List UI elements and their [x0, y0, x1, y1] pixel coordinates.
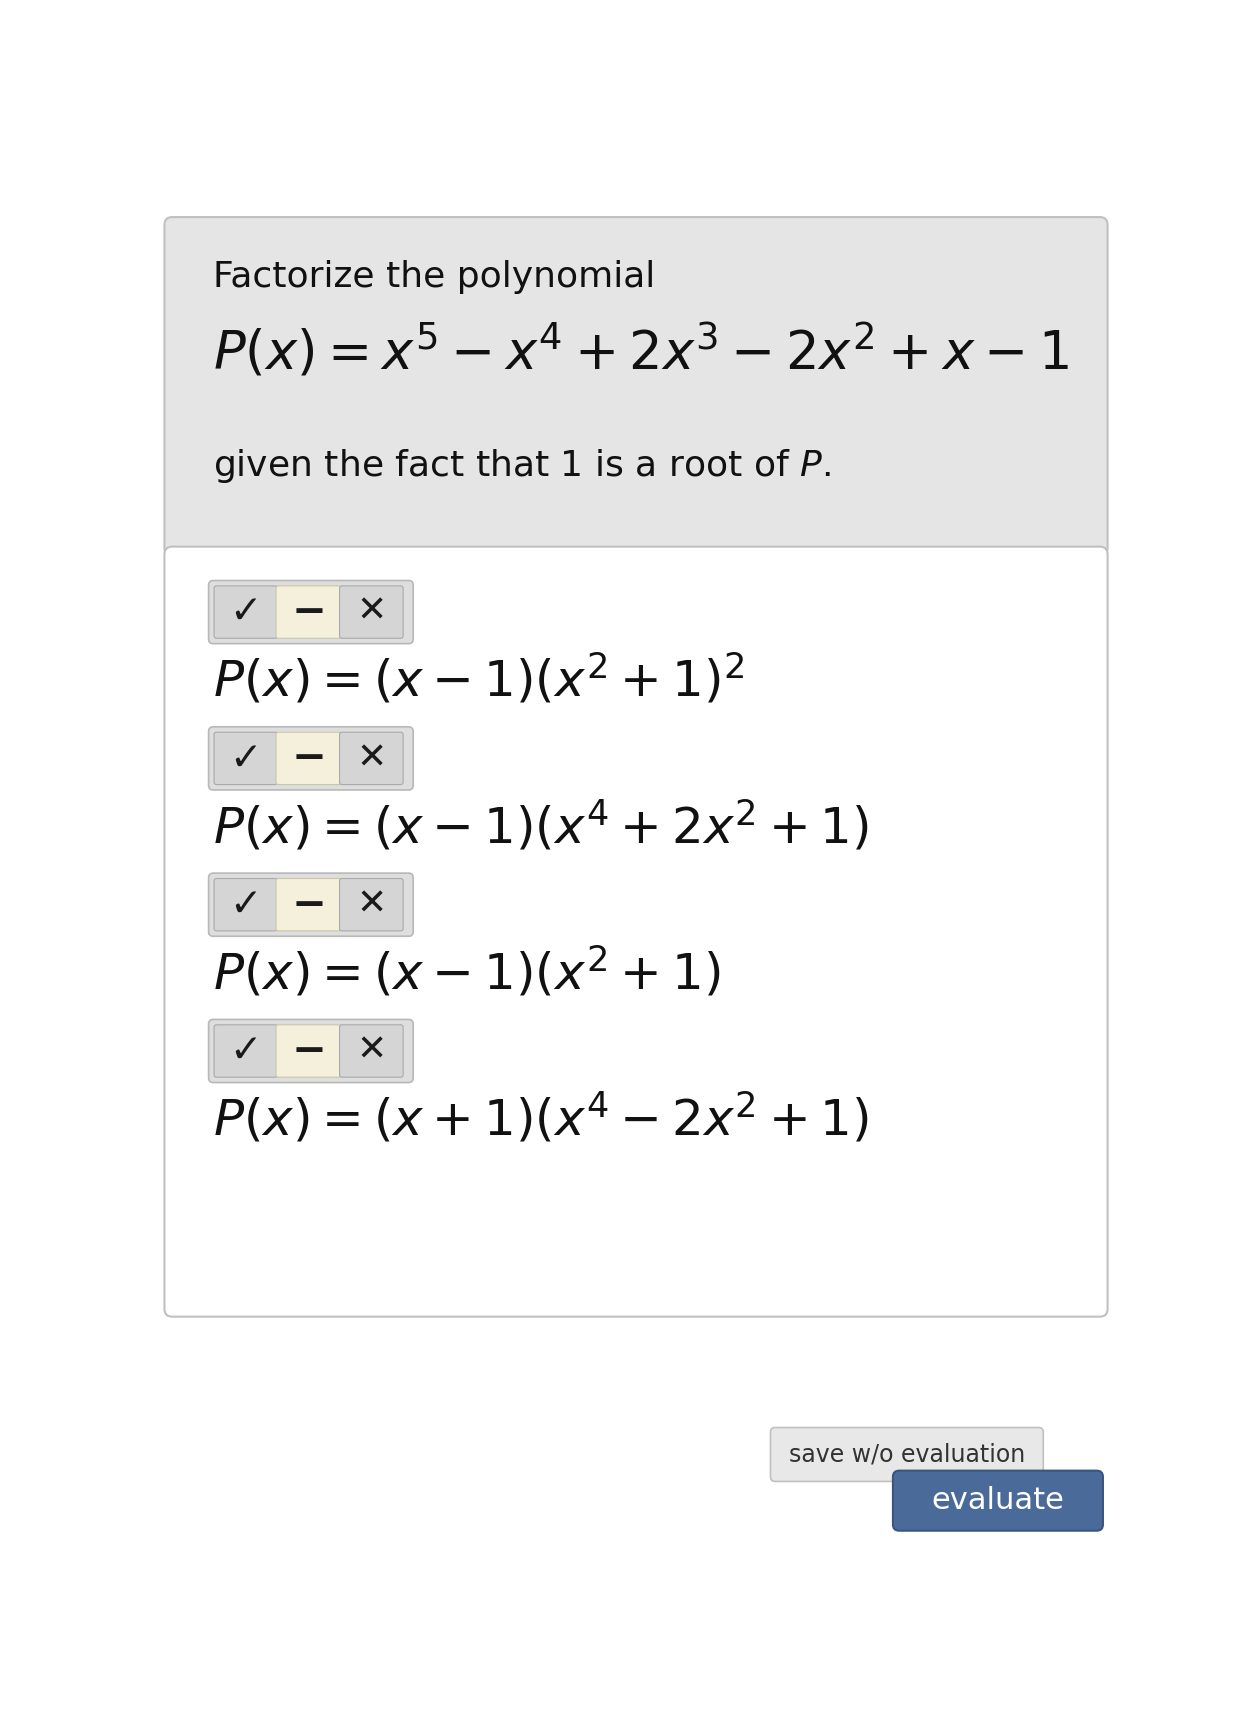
FancyBboxPatch shape — [340, 878, 403, 930]
FancyBboxPatch shape — [213, 585, 278, 639]
FancyBboxPatch shape — [771, 1427, 1044, 1481]
Text: ✓: ✓ — [230, 1032, 262, 1070]
FancyBboxPatch shape — [340, 585, 403, 639]
FancyBboxPatch shape — [213, 733, 278, 785]
Text: ✕: ✕ — [356, 889, 386, 921]
Text: ✕: ✕ — [356, 596, 386, 629]
FancyBboxPatch shape — [208, 873, 413, 937]
Text: −: − — [292, 1031, 326, 1072]
Text: ✓: ✓ — [230, 592, 262, 630]
Text: ✕: ✕ — [356, 1034, 386, 1069]
FancyBboxPatch shape — [208, 727, 413, 790]
Text: $P(x) = (x + 1)(x^4 - 2x^2 + 1)$: $P(x) = (x + 1)(x^4 - 2x^2 + 1)$ — [213, 1091, 869, 1147]
FancyBboxPatch shape — [213, 1025, 278, 1077]
FancyBboxPatch shape — [276, 733, 341, 785]
FancyBboxPatch shape — [276, 585, 341, 639]
FancyBboxPatch shape — [208, 580, 413, 644]
FancyBboxPatch shape — [894, 1470, 1103, 1531]
Text: $P(x) = (x - 1)(x^2 + 1)$: $P(x) = (x - 1)(x^2 + 1)$ — [213, 946, 721, 1001]
FancyBboxPatch shape — [340, 1025, 403, 1077]
Text: save w/o evaluation: save w/o evaluation — [789, 1443, 1025, 1467]
Text: ✕: ✕ — [356, 741, 386, 776]
FancyBboxPatch shape — [213, 878, 278, 930]
FancyBboxPatch shape — [276, 1025, 341, 1077]
Text: −: − — [292, 738, 326, 779]
FancyBboxPatch shape — [340, 733, 403, 785]
Text: −: − — [292, 883, 326, 925]
FancyBboxPatch shape — [164, 216, 1108, 556]
Text: given the fact that 1 is a root of $P$.: given the fact that 1 is a root of $P$. — [213, 447, 831, 485]
Text: $P(x) = (x - 1)(x^4 + 2x^2 + 1)$: $P(x) = (x - 1)(x^4 + 2x^2 + 1)$ — [213, 798, 869, 854]
FancyBboxPatch shape — [208, 1020, 413, 1082]
Text: Factorize the polynomial: Factorize the polynomial — [213, 260, 655, 294]
FancyBboxPatch shape — [164, 547, 1108, 1316]
FancyBboxPatch shape — [155, 208, 1117, 1541]
Text: $P(x) = x^5 - x^4 + 2x^3 - 2x^2 + x - 1$: $P(x) = x^5 - x^4 + 2x^3 - 2x^2 + x - 1$ — [213, 322, 1069, 379]
Text: ✓: ✓ — [230, 885, 262, 923]
Text: $P(x) = (x - 1)(x^2 + 1)^2$: $P(x) = (x - 1)(x^2 + 1)^2$ — [213, 653, 745, 708]
FancyBboxPatch shape — [276, 878, 341, 930]
Text: evaluate: evaluate — [932, 1486, 1065, 1516]
Text: −: − — [292, 591, 326, 634]
Text: ✓: ✓ — [230, 740, 262, 778]
